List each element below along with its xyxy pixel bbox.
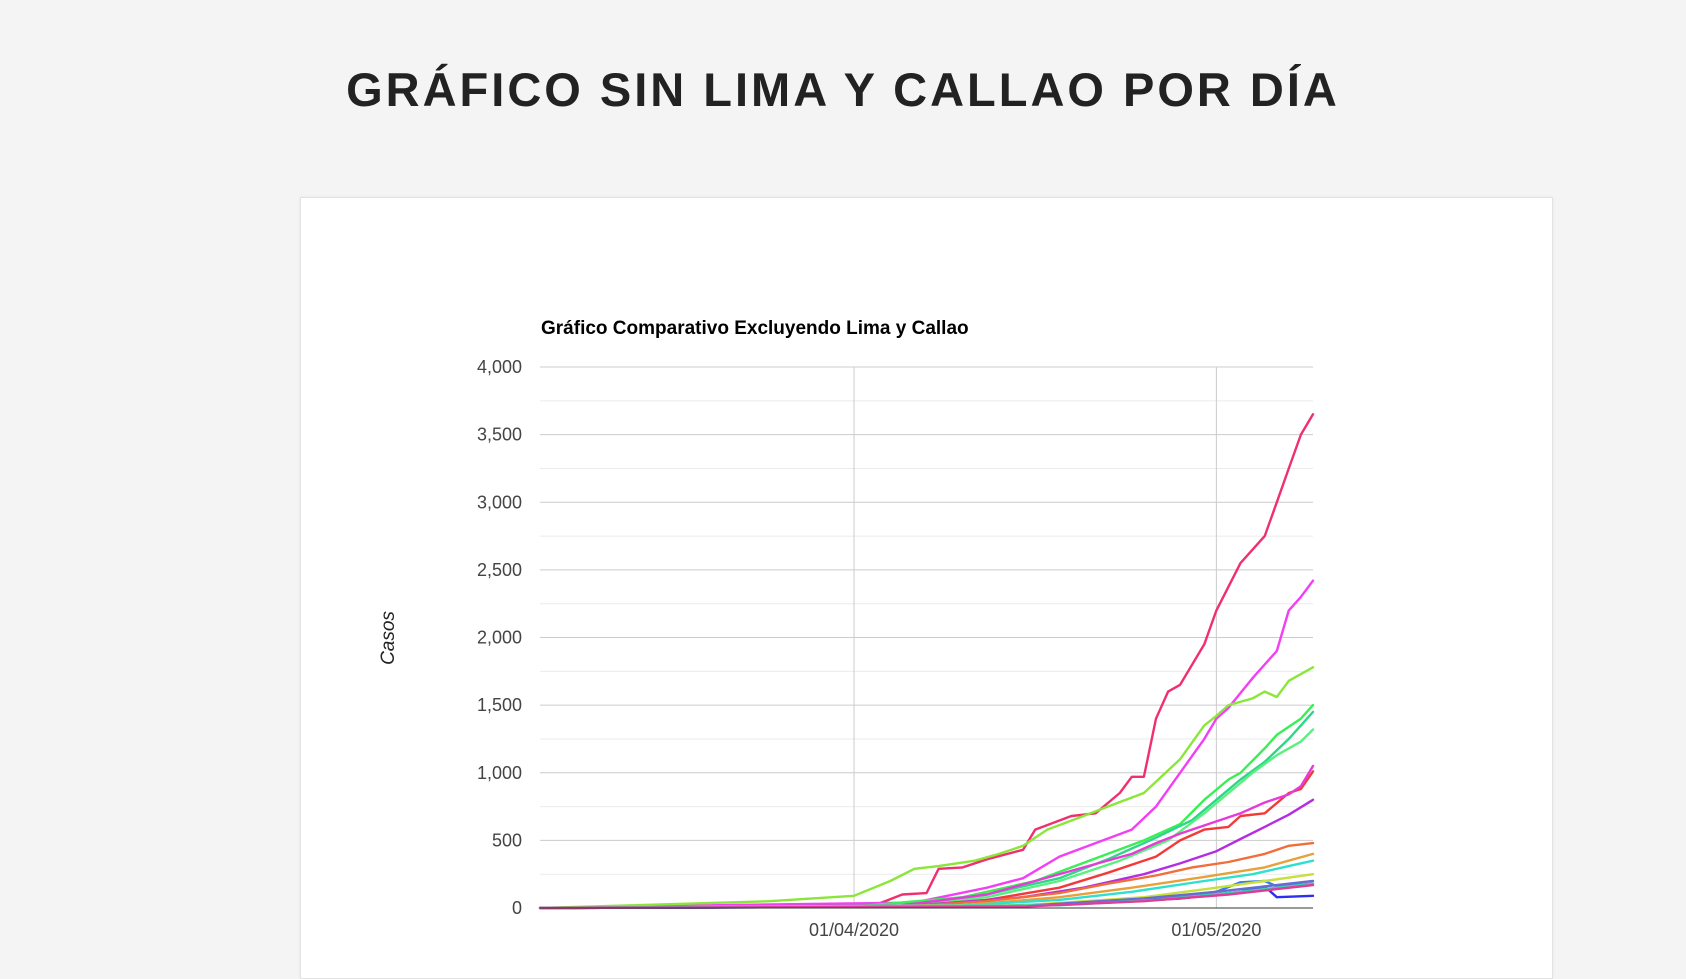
y-tick-label: 3,500: [477, 425, 522, 445]
series-layer: [538, 413, 1315, 910]
series-line: [538, 764, 1315, 910]
x-tick-label: 01/04/2020: [809, 920, 899, 940]
chart-title: Gráfico Comparativo Excluyendo Lima y Ca…: [541, 318, 969, 339]
y-axis-label: Casos: [378, 611, 399, 665]
y-tick-label: 1,500: [477, 695, 522, 715]
series-line: [538, 666, 1315, 910]
series-line: [538, 770, 1315, 910]
x-gridlines: [853, 367, 1217, 908]
series-line: [538, 728, 1315, 910]
series-line: [538, 841, 1315, 910]
x-axis-ticks: 01/04/2020 01/05/2020: [809, 920, 1261, 940]
y-axis-ticks: 0 500 1,000 1,500 2,000 2,500 3,000 3,500 4,000: [477, 357, 522, 918]
y-tick-label: 4,000: [477, 357, 522, 377]
chart-card: Gráfico Comparativo Excluyendo Lima y Ca…: [300, 197, 1553, 979]
series-line: [538, 413, 1315, 910]
series-line: [538, 883, 1315, 910]
page-heading: GRÁFICO SIN LIMA Y CALLAO POR DÍA: [346, 63, 1340, 116]
series-line: [538, 703, 1315, 910]
major-gridlines: [540, 366, 1313, 841]
y-tick-label: 2,000: [477, 628, 522, 648]
y-tick-label: 3,000: [477, 492, 522, 512]
x-tick-label: 01/05/2020: [1171, 920, 1261, 940]
y-tick-label: 500: [492, 830, 522, 850]
y-tick-label: 0: [512, 898, 522, 918]
line-chart: Gráfico Comparativo Excluyendo Lima y Ca…: [378, 318, 1315, 940]
series-line: [538, 579, 1315, 910]
y-tick-label: 1,000: [477, 763, 522, 783]
y-tick-label: 2,500: [477, 560, 522, 580]
minor-gridlines: [540, 400, 1313, 875]
